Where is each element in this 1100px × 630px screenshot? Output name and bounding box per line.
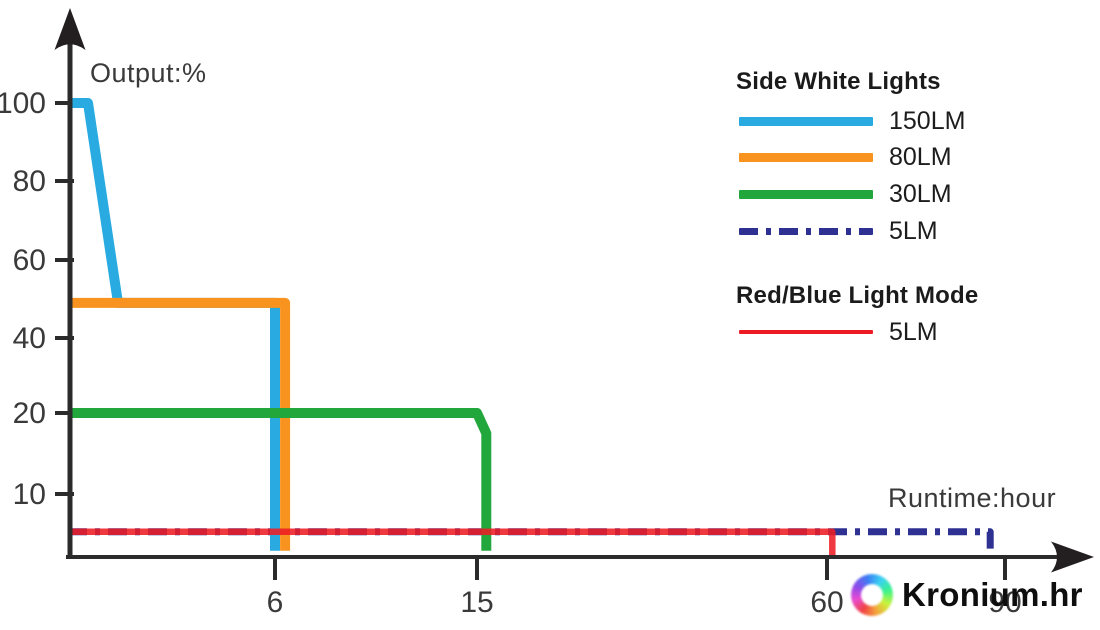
x-tick-label: 15: [460, 586, 493, 619]
legend-title-side-white: Side White Lights: [736, 68, 941, 95]
watermark: Kronium.hr: [851, 574, 1083, 616]
series-line-side-white-30lm: [68, 408, 492, 551]
series-layer: [68, 98, 994, 556]
x-tick-label: 90: [988, 586, 1021, 619]
legend-swatch-80lm: [739, 152, 873, 162]
legend-item-150lm: 150LM: [739, 106, 965, 136]
series-line-side-white-80lm: [68, 297, 291, 551]
legend-label-80lm: 80LM: [889, 142, 952, 171]
legend-swatch-5lm-redblue: [739, 330, 873, 334]
series-line-red-blue-5lm: [68, 528, 836, 556]
x-axis-arrow-icon: [1051, 541, 1094, 573]
x-tick-label: 6: [267, 586, 284, 619]
y-tick-label: 10: [13, 478, 46, 511]
y-tick-label: 60: [13, 244, 46, 277]
x-tick-label: 60: [810, 586, 843, 619]
series-line-side-white-150lm: [68, 98, 280, 551]
legend-item-5lm-redblue: 5LM: [739, 317, 938, 347]
legend-item-30lm: 30LM: [739, 179, 952, 209]
y-axis-arrow-icon: [54, 8, 86, 50]
y-tick-label: 100: [0, 87, 46, 120]
legend-item-80lm: 80LM: [739, 142, 952, 172]
rainbow-ring-logo-icon: [851, 574, 893, 616]
legend-label-5lm-white: 5LM: [889, 216, 938, 245]
x-axis-title: Runtime:hour: [888, 483, 1057, 513]
legend-label-150lm: 150LM: [889, 106, 966, 135]
legend-item-5lm-white: 5LM: [739, 216, 938, 246]
y-tick-label: 20: [13, 397, 46, 430]
tick-layer: 100 80 60 40 20 10 6 15 60 90: [0, 87, 1022, 619]
y-tick-label: 40: [13, 322, 46, 355]
legend-label-5lm-redblue: 5LM: [889, 317, 938, 346]
legend-title-red-blue: Red/Blue Light Mode: [736, 282, 979, 309]
watermark-text: Kronium.hr: [902, 576, 1083, 613]
legend-swatch-150lm: [739, 116, 873, 126]
y-tick-label: 80: [13, 165, 46, 198]
y-axis-title: Output:%: [90, 58, 207, 88]
legend-swatch-30lm: [739, 189, 873, 199]
legend-label-30lm: 30LM: [889, 179, 952, 208]
legend-swatch-5lm-white: [739, 227, 873, 235]
